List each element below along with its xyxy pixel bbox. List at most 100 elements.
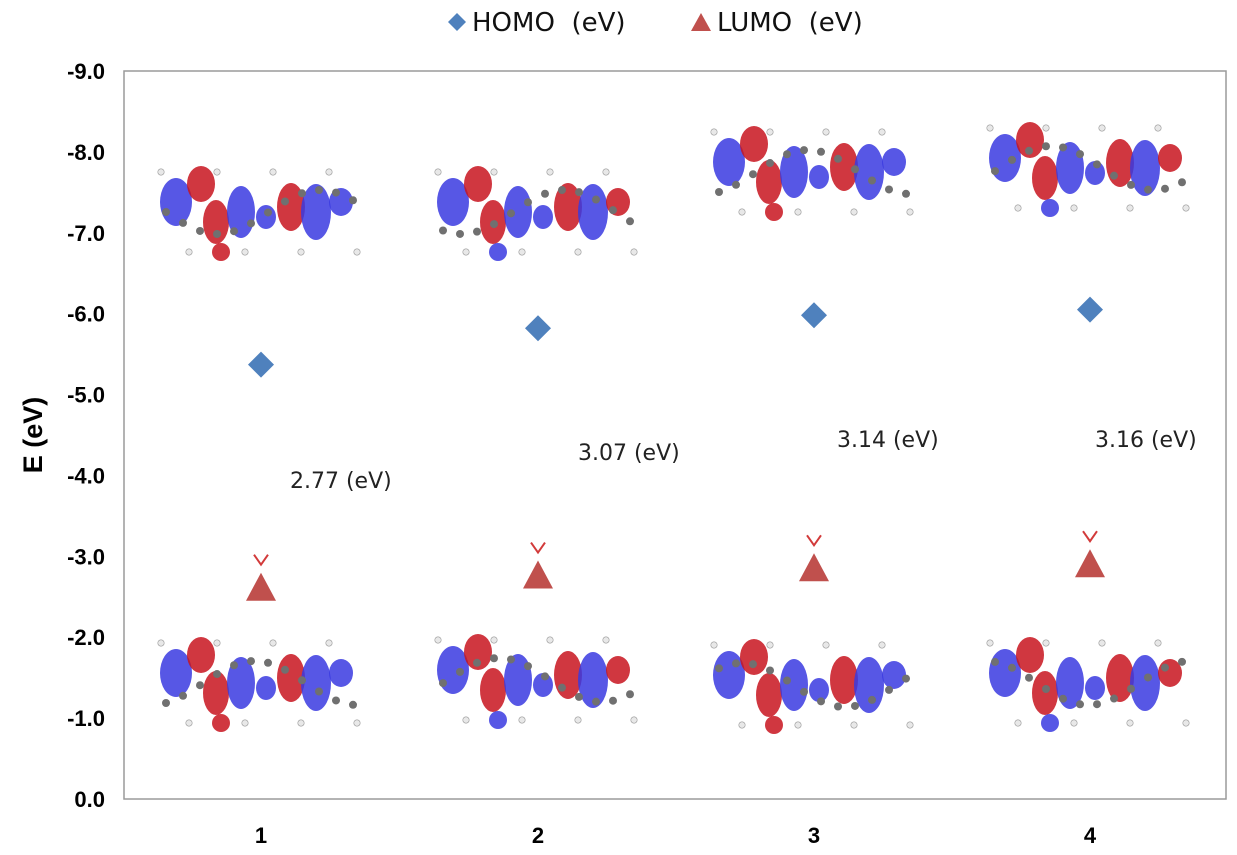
orbital-lobe-red [606, 656, 630, 684]
orbital-lobe-blue [854, 657, 884, 713]
atom [1144, 673, 1152, 682]
atom [1093, 160, 1101, 169]
homo-orbital-render [986, 122, 1190, 217]
atom [541, 672, 549, 681]
hydrogen-atom [766, 641, 774, 649]
atom [281, 197, 289, 206]
hydrogen-atom [1154, 639, 1162, 647]
data-markers [246, 296, 1105, 601]
hydrogen-atom [434, 168, 442, 176]
atom [196, 681, 204, 690]
atom [281, 665, 289, 674]
hydrogen-atom [630, 248, 638, 256]
hydrogen-atom [1014, 204, 1022, 212]
atom [800, 687, 808, 696]
orbital-lobe-red [464, 166, 492, 202]
atom [247, 657, 255, 666]
hydrogen-atom [462, 248, 470, 256]
atom [315, 687, 323, 696]
atom [885, 685, 893, 694]
gap-label: 2.77 (eV) [290, 469, 392, 494]
atom [1076, 150, 1084, 159]
y-tick-label: 0.0 [74, 787, 105, 812]
atom [179, 691, 187, 700]
atom [868, 176, 876, 185]
y-tick-label: -7.0 [67, 221, 105, 246]
atom [439, 226, 447, 235]
legend-lumo-label: LUMO (eV) [717, 8, 863, 38]
legend-homo-label: HOMO (eV) [472, 8, 626, 38]
orbital-lobe-blue [160, 649, 192, 697]
orbital-lobe-blue [578, 652, 608, 708]
orbital-lobe-blue [329, 659, 353, 687]
homo-point [248, 351, 274, 378]
hydrogen-atom [546, 168, 554, 176]
atom [179, 218, 187, 227]
orbital-lobe-red [203, 671, 229, 715]
atom [558, 186, 566, 195]
hydrogen-atom [325, 168, 333, 176]
orbital-lobe-blue [780, 659, 808, 711]
hydrogen-atom [1126, 719, 1134, 727]
hydrogen-atom [710, 128, 718, 136]
atom [1178, 657, 1186, 666]
atom [298, 189, 306, 198]
hydrogen-atom [213, 168, 221, 176]
atom [1093, 700, 1101, 709]
atom [473, 227, 481, 236]
hydrogen-atom [1042, 639, 1050, 647]
homo-orbital-render [434, 166, 638, 261]
hydrogen-atom [630, 716, 638, 724]
atom [715, 188, 723, 197]
gap-labels: 2.77 (eV) 3.07 (eV) 3.14 (eV) 3.16 (eV) [290, 428, 1197, 494]
atom [1144, 185, 1152, 194]
orbital-lobe-blue [882, 661, 906, 689]
hydrogen-atom [1182, 204, 1190, 212]
hydrogen-atom [574, 248, 582, 256]
lumo-orbital-render [710, 639, 914, 734]
x-tick-label: 3 [808, 823, 820, 848]
y-tick-label: -8.0 [67, 140, 105, 165]
orbital-lobe-blue [1041, 199, 1059, 217]
atom [456, 229, 464, 238]
hydrogen-atom [269, 168, 277, 176]
atom [1076, 700, 1084, 709]
hydrogen-atom [325, 639, 333, 647]
atom [524, 198, 532, 207]
atom [1008, 663, 1016, 672]
hydrogen-atom [546, 636, 554, 644]
homo-point [1077, 296, 1103, 323]
gap-arrow-head [530, 541, 546, 555]
atom [817, 697, 825, 706]
orbital-lobe-red [1158, 144, 1182, 172]
atom [732, 180, 740, 189]
hydrogen-atom [241, 719, 249, 727]
hydrogen-atom [1070, 204, 1078, 212]
hydrogen-atom [986, 124, 994, 132]
hydrogen-atom [1182, 719, 1190, 727]
atom [1059, 694, 1067, 703]
orbital-lobe-blue [1130, 655, 1160, 711]
orbital-lobe-blue [809, 165, 829, 189]
atom [575, 188, 583, 197]
orbital-lobe-blue [713, 138, 745, 186]
legend-lumo-marker [691, 13, 711, 31]
atom [1008, 155, 1016, 164]
atom [1059, 143, 1067, 152]
hydrogen-atom [822, 128, 830, 136]
atom [349, 700, 357, 709]
hydrogen-atom [602, 636, 610, 644]
orbital-lobe-red [830, 656, 858, 704]
lumo-orbital-render [434, 634, 638, 729]
atom [626, 217, 634, 226]
gap-arrow-head [1082, 530, 1098, 543]
atom [247, 219, 255, 228]
hydrogen-atom [185, 248, 193, 256]
atom [732, 659, 740, 668]
orbital-lobe-red [212, 714, 230, 732]
plot-area [123, 70, 1227, 800]
x-axis-ticks: 1 2 3 4 [255, 823, 1097, 848]
orbital-lobe-red [765, 203, 783, 221]
gap-arrows [253, 323, 1098, 567]
